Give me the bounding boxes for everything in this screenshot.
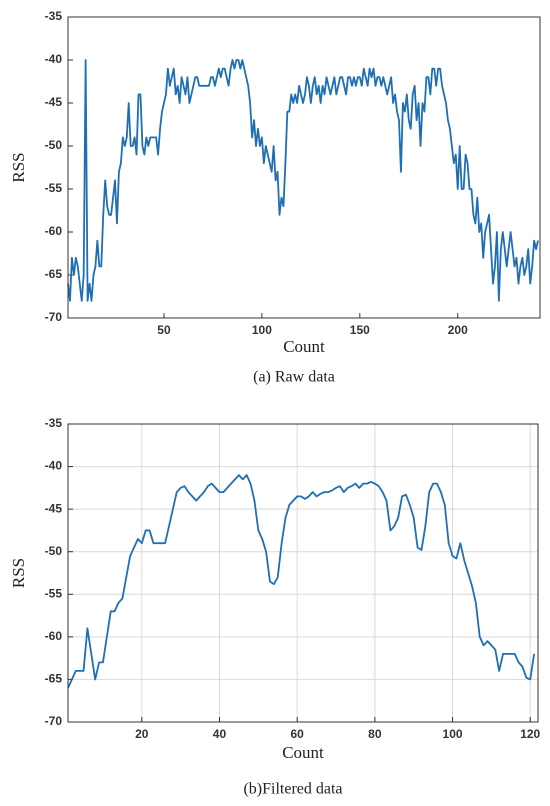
x-axis-label: Count <box>282 743 324 762</box>
plot-area <box>68 17 540 318</box>
x-tick-label: 80 <box>368 727 382 741</box>
y-tick-label: -65 <box>45 672 63 686</box>
x-tick-label: 150 <box>350 323 370 337</box>
y-tick-label: -45 <box>45 95 63 109</box>
plot-area <box>68 424 538 722</box>
x-axis-label: Count <box>283 337 325 356</box>
y-tick-label: -35 <box>45 416 63 430</box>
x-tick-label: 200 <box>448 323 468 337</box>
plot-frame <box>67 16 541 319</box>
y-axis-label: RSS <box>9 152 28 182</box>
x-tick-label: 100 <box>252 323 272 337</box>
y-tick-label: -65 <box>45 267 63 281</box>
caption: (a) Raw data <box>253 369 335 386</box>
x-tick-label: 50 <box>157 323 171 337</box>
y-tick-label: -45 <box>45 501 63 515</box>
x-tick-label: 60 <box>290 727 304 741</box>
y-axis-label: RSS <box>9 558 28 588</box>
y-tick-label: -40 <box>45 459 63 473</box>
y-tick-label: -35 <box>45 9 63 23</box>
plot-frame <box>67 423 539 723</box>
x-tick-label: 20 <box>135 727 149 741</box>
y-tick-label: -60 <box>45 224 63 238</box>
y-tick-label: -50 <box>45 138 63 152</box>
y-tick-label: -40 <box>45 52 63 66</box>
y-tick-label: -50 <box>45 544 63 558</box>
data-line <box>67 474 536 689</box>
x-tick-label: 120 <box>520 727 540 741</box>
y-tick-label: -60 <box>45 629 63 643</box>
x-tick-label: 100 <box>443 727 463 741</box>
y-tick-label: -55 <box>45 586 63 600</box>
y-tick-label: -70 <box>45 714 63 728</box>
caption: (b)Filtered data <box>243 781 342 798</box>
data-line <box>67 59 539 302</box>
y-tick-label: -55 <box>45 181 63 195</box>
y-tick-label: -70 <box>45 310 63 324</box>
x-tick-label: 40 <box>213 727 227 741</box>
